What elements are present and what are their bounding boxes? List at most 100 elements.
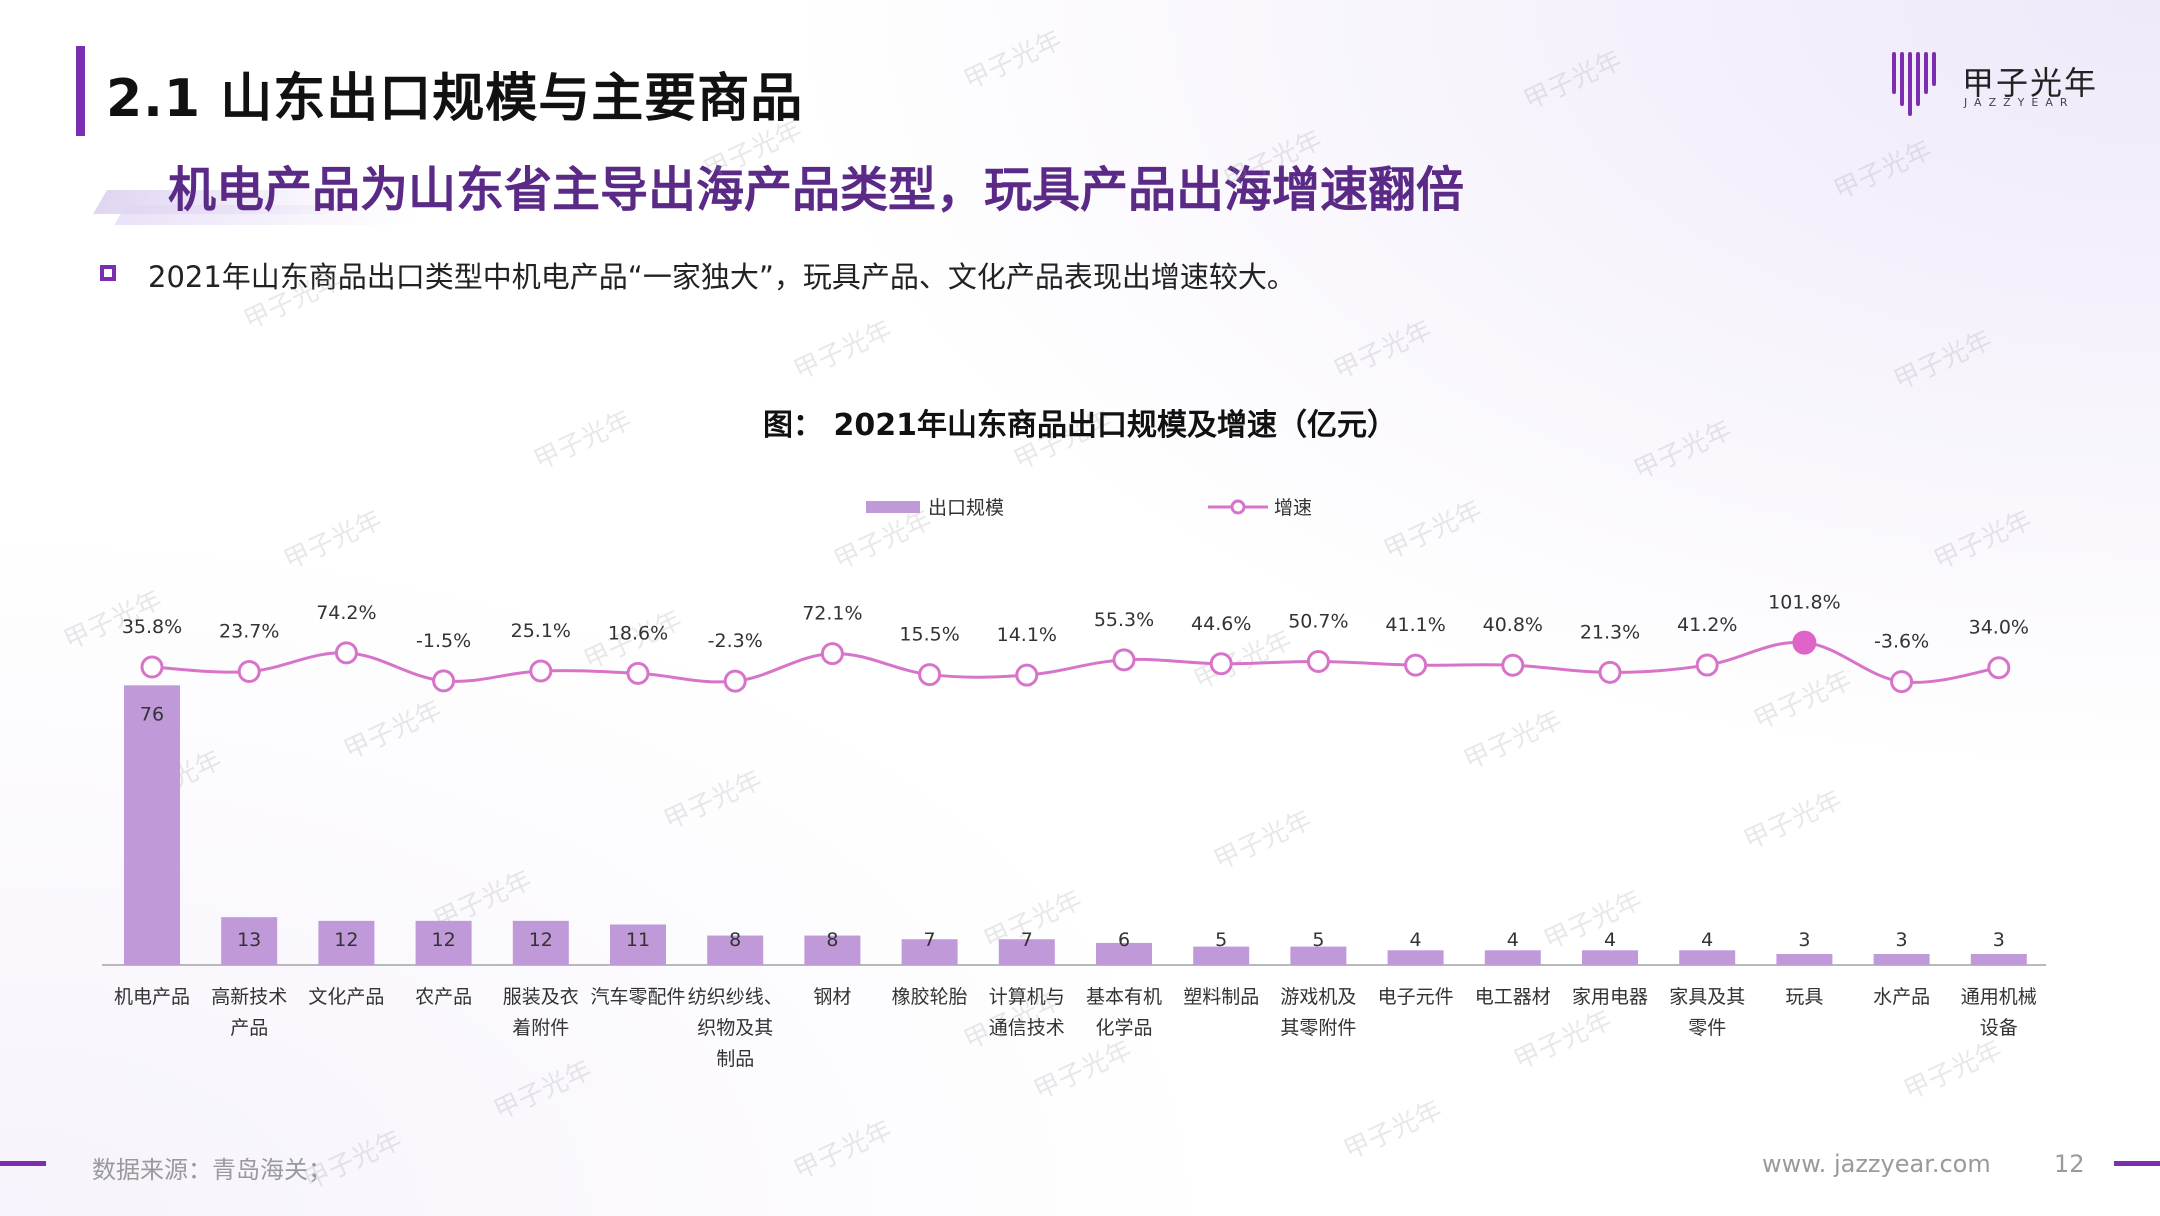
- growth-value-label: 41.1%: [1385, 614, 1445, 636]
- growth-point: [529, 659, 553, 683]
- bar-value-label: 4: [1701, 929, 1713, 951]
- bar: [610, 924, 666, 965]
- growth-value-label: 44.6%: [1191, 613, 1251, 635]
- logo-icon: [1892, 52, 1936, 116]
- bar-value-label: 7: [924, 929, 936, 951]
- bar-value-label: 7: [1021, 929, 1033, 951]
- growth-point-highlight: [1792, 630, 1817, 655]
- bar-value-label: 4: [1604, 929, 1616, 951]
- bar: [804, 935, 861, 965]
- growth-point: [626, 661, 650, 685]
- bar: [318, 920, 375, 965]
- category-label: 零件: [1688, 1017, 1726, 1039]
- growth-point: [237, 660, 261, 684]
- growth-point: [432, 669, 456, 693]
- bar-value-label: 3: [1896, 929, 1908, 951]
- bar-value-label: 6: [1118, 929, 1130, 951]
- growth-point: [1112, 648, 1136, 672]
- growth-value-label: 21.3%: [1580, 621, 1640, 643]
- growth-value-label: 74.2%: [316, 602, 376, 624]
- growth-point: [820, 642, 844, 666]
- category-label: 着附件: [512, 1017, 569, 1039]
- category-label: 基本有机: [1086, 986, 1162, 1008]
- bar: [1193, 946, 1250, 965]
- growth-value-label: -2.3%: [708, 630, 763, 652]
- growth-point: [1306, 650, 1330, 674]
- category-label: 制品: [716, 1048, 754, 1070]
- growth-point: [723, 669, 747, 693]
- category-label: 玩具: [1785, 986, 1823, 1008]
- growth-point: [918, 663, 942, 687]
- category-label: 高新技术: [211, 986, 287, 1008]
- category-label: 电工器材: [1475, 986, 1551, 1008]
- category-label: 化学品: [1095, 1017, 1152, 1039]
- growth-value-label: 40.8%: [1483, 614, 1543, 636]
- category-label: 电子元件: [1378, 986, 1454, 1008]
- category-label: 家用电器: [1572, 986, 1648, 1008]
- growth-value-label: 25.1%: [511, 620, 571, 642]
- growth-point: [1015, 663, 1039, 687]
- category-label: 机电产品: [114, 986, 190, 1008]
- bar-value-label: 12: [334, 929, 358, 951]
- category-label: 游戏机及: [1280, 986, 1356, 1008]
- bar-value-label: 4: [1507, 929, 1519, 951]
- bar-value-label: 12: [529, 929, 553, 951]
- bar: [1873, 953, 1930, 965]
- growth-value-label: 23.7%: [219, 621, 279, 643]
- growth-value-label: 15.5%: [899, 624, 959, 646]
- logo-subtitle: JAZZYEAR: [1964, 96, 2075, 109]
- growth-value-label: 14.1%: [997, 624, 1057, 646]
- bullet-text: 2021年山东商品出口类型中机电产品“一家独大”，玩具产品、文化产品表现出增速较…: [148, 260, 1296, 294]
- category-label: 农产品: [415, 986, 472, 1008]
- bar: [1290, 946, 1347, 965]
- category-label: 设备: [1980, 1017, 2018, 1039]
- category-label: 家具及其: [1669, 986, 1745, 1008]
- category-label: 织物及其: [697, 1017, 773, 1039]
- growth-value-label: 18.6%: [608, 622, 668, 644]
- bar-value-label: 11: [626, 929, 650, 951]
- growth-value-label: 101.8%: [1768, 592, 1840, 614]
- category-label: 通用机械: [1961, 986, 2037, 1008]
- page-title: 2.1 山东出口规模与主要商品: [106, 69, 804, 129]
- growth-value-label: 50.7%: [1288, 611, 1348, 633]
- growth-point: [1501, 653, 1525, 677]
- page-number: 12: [2054, 1150, 2085, 1178]
- legend-label-line: 增速: [1274, 497, 1312, 519]
- bar-value-label: 4: [1410, 929, 1422, 951]
- footer-accent-right: [2114, 1161, 2160, 1166]
- bar: [707, 935, 764, 965]
- category-label: 文化产品: [308, 986, 384, 1008]
- category-label: 水产品: [1873, 986, 1930, 1008]
- logo-name: 甲子光年: [1962, 64, 2099, 102]
- bar: [415, 920, 472, 965]
- growth-value-label: 72.1%: [802, 603, 862, 625]
- bar: [901, 939, 958, 965]
- category-label: 汽车零配件: [590, 986, 685, 1008]
- growth-value-label: -3.6%: [1874, 631, 1929, 653]
- bar: [1582, 950, 1638, 965]
- growth-point: [1209, 652, 1233, 676]
- growth-value-label: 55.3%: [1094, 609, 1154, 631]
- bar: [998, 939, 1055, 965]
- bar: [1776, 953, 1833, 965]
- category-label: 服装及衣: [503, 986, 579, 1008]
- growth-point: [1404, 653, 1428, 677]
- category-label: 其零附件: [1280, 1017, 1356, 1039]
- bar-value-label: 12: [432, 929, 456, 951]
- growth-point: [1598, 660, 1622, 684]
- bar: [1970, 953, 2027, 965]
- data-source: 数据来源：青岛海关；: [92, 1156, 332, 1184]
- growth-point: [1695, 653, 1719, 677]
- bar-value-label: 8: [826, 929, 838, 951]
- growth-point: [334, 641, 358, 665]
- growth-value-label: 34.0%: [1969, 617, 2029, 639]
- bar: [1096, 942, 1152, 965]
- bar: [1387, 950, 1444, 965]
- chart-title: 图： 2021年山东商品出口规模及增速（亿元）: [763, 408, 1397, 443]
- website-link[interactable]: www. jazzyear.com: [1762, 1150, 1991, 1178]
- bar-value-label: 13: [237, 929, 261, 951]
- category-label: 塑料制品: [1183, 986, 1259, 1008]
- category-label: 纺织纱线、: [688, 986, 783, 1008]
